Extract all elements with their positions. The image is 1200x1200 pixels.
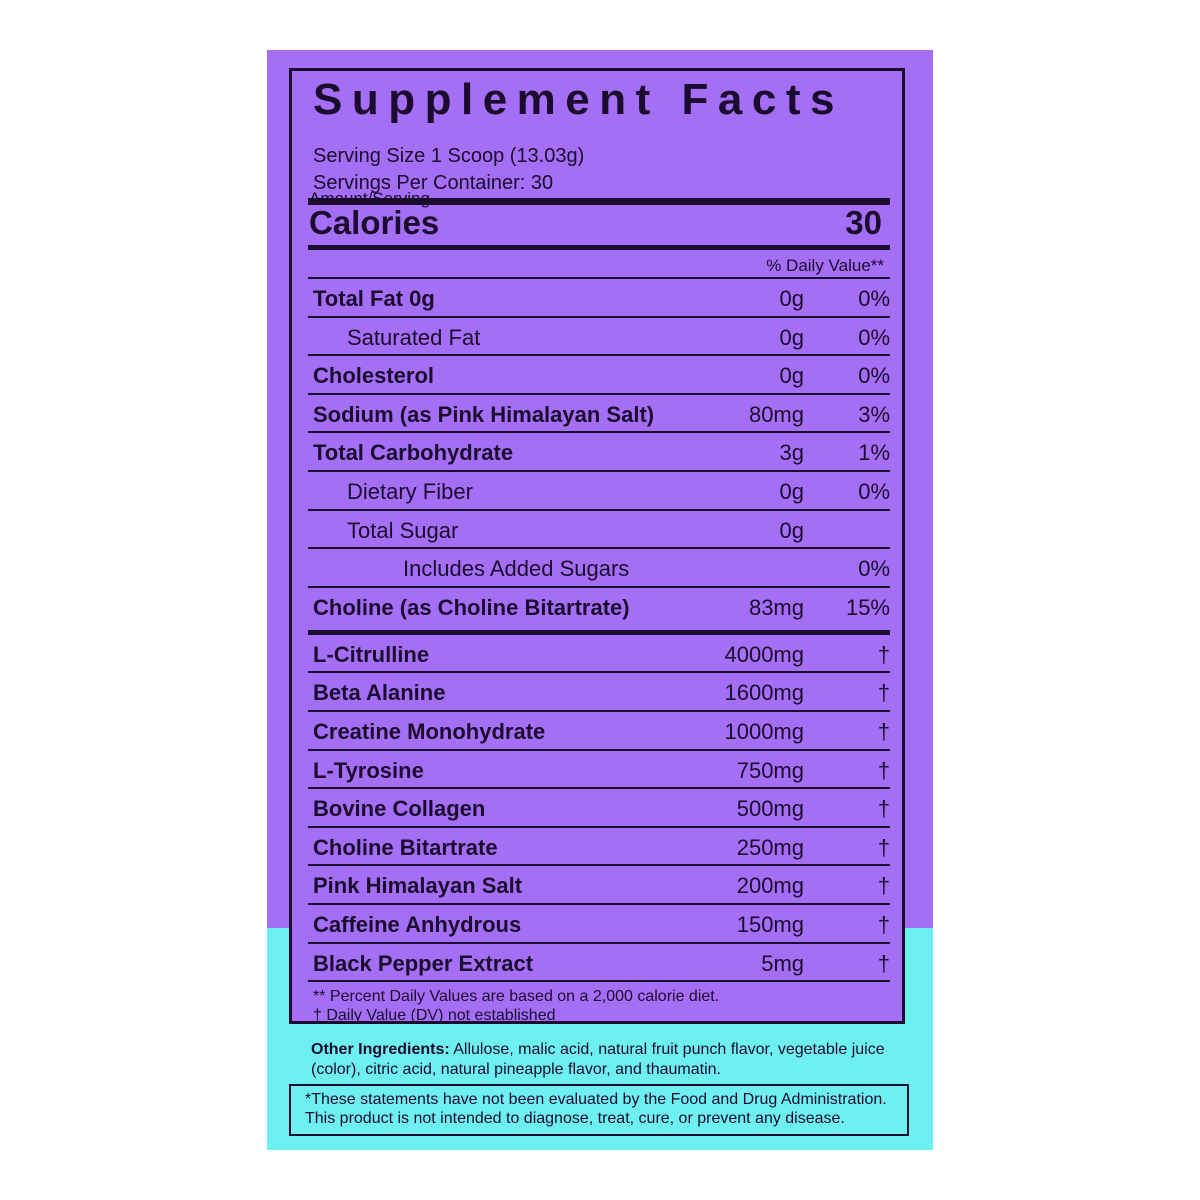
- daily-value: †: [877, 757, 890, 783]
- facts-table: Total Fat 0g 0g 0% Saturated Fat 0g 0% Cholest…: [308, 279, 890, 983]
- title: Supplement Facts: [313, 75, 844, 124]
- table-row: Saturated Fat 0g 0%: [308, 318, 890, 357]
- table-row: Pink Himalayan Salt 200mg †: [308, 866, 890, 905]
- serving-size: Serving Size 1 Scoop (13.03g): [313, 145, 585, 167]
- nutrient-name: Choline Bitartrate: [313, 834, 498, 860]
- daily-value: 0%: [858, 324, 890, 350]
- nutrient-name: Saturated Fat: [347, 324, 481, 350]
- nutrient-name: L-Tyrosine: [313, 757, 424, 783]
- daily-value: 0%: [858, 556, 890, 582]
- table-row: L-Tyrosine 750mg †: [308, 751, 890, 790]
- nutrient-name: Total Sugar: [347, 517, 459, 543]
- amount: 250mg: [736, 834, 804, 860]
- nutrient-name: Pink Himalayan Salt: [313, 873, 523, 899]
- nutrient-name: Total Fat 0g: [313, 286, 435, 311]
- amount: 3g: [779, 440, 804, 466]
- daily-value: 0%: [858, 363, 890, 389]
- daily-value: †: [877, 641, 890, 667]
- table-row: Total Carbohydrate 3g 1%: [308, 433, 890, 472]
- daily-value: †: [877, 911, 890, 937]
- table-row: Total Fat 0g 0g 0%: [308, 279, 890, 318]
- supplement-facts-box: Supplement Facts Serving Size 1 Scoop (1…: [289, 68, 905, 1024]
- amount: 0g: [779, 286, 804, 311]
- servings-per-container: Servings Per Container: 30: [313, 172, 554, 194]
- amount: 1600mg: [724, 680, 804, 706]
- daily-value: †: [877, 950, 890, 976]
- daily-value: 3%: [858, 401, 890, 427]
- table-row: Sodium (as Pink Himalayan Salt) 80mg 3%: [308, 395, 890, 434]
- nutrient-name: Beta Alanine: [313, 680, 446, 706]
- daily-value: †: [877, 718, 890, 744]
- table-row: Choline Bitartrate 250mg †: [308, 828, 890, 867]
- amount: 0g: [779, 517, 804, 543]
- amount: 150mg: [736, 911, 804, 937]
- table-row: Black Pepper Extract 5mg †: [308, 944, 890, 983]
- other-ingredients-text: Allulose, malic acid, natural fruit punc…: [311, 1041, 885, 1078]
- calories-label: Calories: [309, 204, 440, 241]
- nutrient-name: Creatine Monohydrate: [313, 718, 546, 744]
- daily-value: 0%: [858, 286, 890, 311]
- table-row: Creatine Monohydrate 1000mg †: [308, 712, 890, 751]
- amount: 0g: [779, 363, 804, 389]
- daily-value-header: % Daily Value**: [766, 256, 884, 275]
- table-row: Choline (as Choline Bitartrate) 83mg 15%: [308, 588, 890, 635]
- amount: 500mg: [736, 796, 804, 822]
- table-row: Beta Alanine 1600mg †: [308, 673, 890, 712]
- nutrient-name: Caffeine Anhydrous: [313, 911, 522, 937]
- amount-per-serving: Amount/Serving: [309, 189, 430, 208]
- divider: [308, 277, 890, 279]
- daily-value: †: [877, 834, 890, 860]
- amount: 83mg: [748, 594, 804, 620]
- table-row: Cholesterol 0g 0%: [308, 356, 890, 395]
- fda-disclaimer: *These statements have not been evaluate…: [289, 1084, 909, 1136]
- amount: 0g: [779, 478, 804, 504]
- table-row: L-Citrulline 4000mg †: [308, 635, 890, 674]
- footnote-dv: ** Percent Daily Values are based on a 2…: [313, 988, 720, 1005]
- table-row: Bovine Collagen 500mg †: [308, 789, 890, 828]
- amount: 750mg: [736, 757, 804, 783]
- nutrient-name: Dietary Fiber: [347, 478, 473, 504]
- label-panel: Supplement Facts Serving Size 1 Scoop (1…: [267, 50, 933, 1150]
- calories-value: 30: [845, 204, 882, 241]
- daily-value: †: [877, 680, 890, 706]
- amount: 1000mg: [724, 718, 804, 744]
- nutrient-name: Cholesterol: [313, 363, 435, 389]
- table-row: Total Sugar 0g: [308, 511, 890, 550]
- nutrient-name: Total Carbohydrate: [313, 440, 514, 466]
- daily-value: 0%: [858, 478, 890, 504]
- daily-value: †: [877, 796, 890, 822]
- daily-value: 1%: [858, 440, 890, 466]
- nutrient-name: Includes Added Sugars: [403, 556, 630, 582]
- nutrient-name: L-Citrulline: [313, 641, 430, 667]
- nutrient-name: Black Pepper Extract: [313, 950, 534, 976]
- amount: 5mg: [761, 950, 804, 976]
- table-row: Includes Added Sugars 0%: [308, 549, 890, 588]
- table-row: Dietary Fiber 0g 0%: [308, 472, 890, 511]
- nutrient-name: Bovine Collagen: [313, 796, 486, 822]
- other-ingredients-label: Other Ingredients:: [311, 1041, 450, 1058]
- divider: [308, 245, 890, 250]
- disclaimer-line: *These statements have not been evaluate…: [305, 1091, 887, 1108]
- disclaimer-line: This product is not intended to diagnose…: [305, 1110, 845, 1127]
- amount: 200mg: [736, 873, 804, 899]
- other-ingredients: Other Ingredients: Allulose, malic acid,…: [311, 1040, 901, 1080]
- daily-value: 15%: [845, 594, 890, 620]
- nutrient-name: Sodium (as Pink Himalayan Salt): [313, 401, 655, 427]
- amount: 4000mg: [724, 641, 804, 667]
- nutrient-name: Choline (as Choline Bitartrate): [313, 594, 630, 620]
- amount: 80mg: [748, 401, 804, 427]
- amount: 0g: [779, 324, 804, 350]
- divider: [308, 198, 890, 205]
- footnote-dagger: † Daily Value (DV) not established: [313, 1007, 556, 1024]
- table-row: Caffeine Anhydrous 150mg †: [308, 905, 890, 944]
- daily-value: †: [877, 873, 890, 899]
